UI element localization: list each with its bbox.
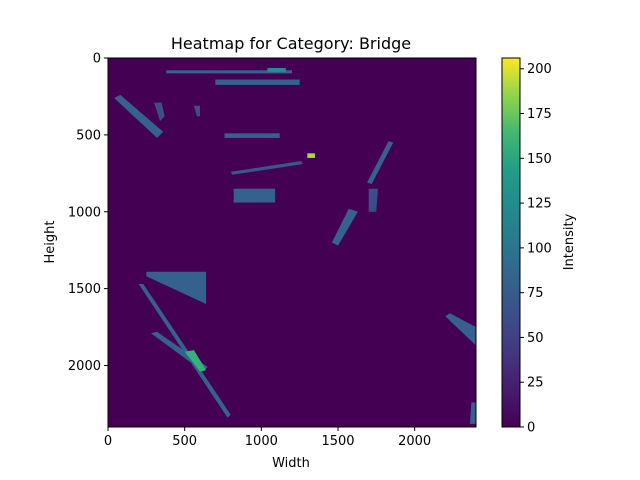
heatmap-cell xyxy=(138,284,231,418)
heatmap-cell xyxy=(307,153,315,158)
x-axis-label: Width xyxy=(272,456,310,471)
heatmap-cell xyxy=(215,79,300,85)
x-tick-label: 500 xyxy=(172,434,197,449)
colorbar-tick-label: 175 xyxy=(527,107,552,122)
colorbar-tick-label: 0 xyxy=(527,421,535,436)
chart-title: Heatmap for Category: Bridge xyxy=(171,34,411,53)
colorbar-tick-label: 75 xyxy=(527,286,544,301)
colorbar-tick-label: 200 xyxy=(527,62,552,77)
colorbar-tick-label: 150 xyxy=(527,152,552,167)
heatmap-cell xyxy=(166,70,292,74)
heatmap-cell xyxy=(267,67,286,72)
colorbar-tick-label: 125 xyxy=(527,197,552,212)
heatmap-cell xyxy=(469,402,476,424)
colorbar-label: Intensity xyxy=(562,213,577,270)
heatmap-cell xyxy=(367,141,394,185)
heatmap-cell xyxy=(233,188,276,203)
heatmap-cell xyxy=(224,133,280,138)
y-axis: 0 500 1000 1500 2000 xyxy=(68,52,108,374)
y-tick-label: 1000 xyxy=(68,205,101,220)
y-tick-label: 0 xyxy=(93,52,101,67)
heatmap-cell xyxy=(193,105,200,117)
x-tick-label: 1000 xyxy=(245,434,278,449)
heatmap-cell xyxy=(114,94,164,138)
y-tick-label: 500 xyxy=(76,128,101,143)
x-tick-label: 1500 xyxy=(321,434,354,449)
colorbar-tick-label: 100 xyxy=(527,241,552,256)
y-tick-label: 2000 xyxy=(68,359,101,374)
heatmap-features xyxy=(114,67,476,424)
y-axis-label: Height xyxy=(43,221,58,264)
colorbar-tick-label: 50 xyxy=(527,331,544,346)
y-tick-label: 1500 xyxy=(68,282,101,297)
heatmap-cell xyxy=(154,102,165,121)
plot-frame xyxy=(107,57,477,428)
heatmap-cell xyxy=(184,350,207,372)
x-tick-label: 2000 xyxy=(398,434,431,449)
heatmap-cell xyxy=(368,188,378,212)
colorbar-ticks: 0 25 50 75 100 125 150 175 200 xyxy=(520,62,552,436)
heatmap-cell xyxy=(146,271,207,304)
heatmap-cell xyxy=(230,161,303,175)
x-tick-label: 0 xyxy=(104,434,112,449)
heatmap-background xyxy=(108,58,476,427)
plot-area xyxy=(107,57,477,428)
colorbar-tick-label: 25 xyxy=(527,376,544,391)
colorbar: 0 25 50 75 100 125 150 175 200 xyxy=(501,57,552,436)
colorbar-gradient xyxy=(501,57,521,428)
heatmap-cell xyxy=(331,208,358,246)
heatmap-cell xyxy=(445,313,476,346)
x-axis: 0 500 1000 1500 2000 xyxy=(104,427,431,449)
